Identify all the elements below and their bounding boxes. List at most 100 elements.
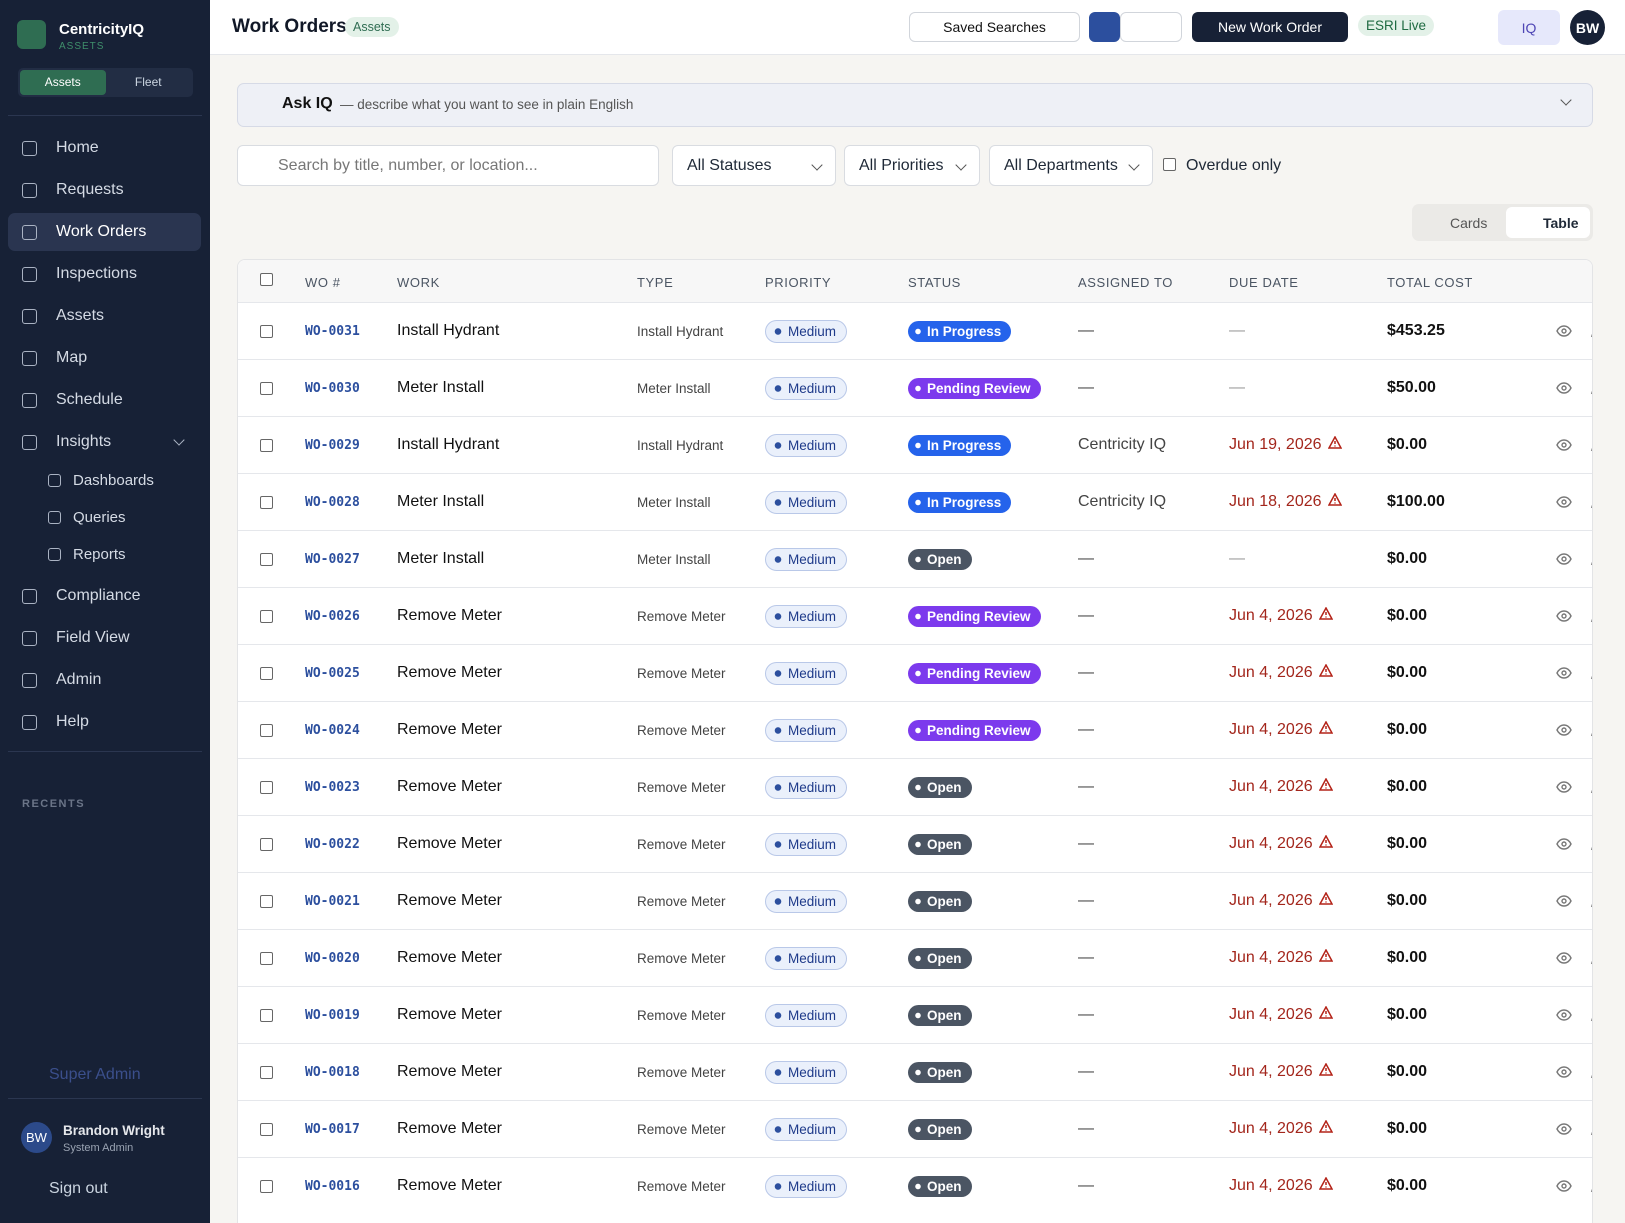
edit-button[interactable] — [1590, 1158, 1592, 1214]
edit-button[interactable] — [1590, 588, 1592, 644]
row-checkbox[interactable] — [260, 1008, 273, 1022]
edit-button[interactable] — [1590, 759, 1592, 815]
edit-button[interactable] — [1590, 1101, 1592, 1157]
wo-number[interactable]: WO-0026 — [305, 608, 360, 624]
nav-item[interactable]: Help — [8, 703, 201, 741]
search[interactable]: Search by title, number, or location... — [237, 145, 659, 186]
saved-searches[interactable]: Saved Searches — [909, 12, 1080, 42]
priority-filter[interactable]: All Priorities — [844, 145, 980, 186]
view-button[interactable] — [1556, 588, 1572, 644]
view-button[interactable] — [1556, 645, 1572, 701]
recents[interactable]: RECENTS — [22, 798, 86, 810]
new-work-order[interactable]: New Work Order — [1192, 12, 1348, 42]
edit-button[interactable] — [1590, 360, 1592, 416]
view-button[interactable] — [1556, 417, 1572, 473]
view-button[interactable] — [1556, 759, 1572, 815]
edit-button[interactable] — [1590, 645, 1592, 701]
wo-number[interactable]: WO-0017 — [305, 1121, 360, 1137]
nav-item[interactable]: Insights — [8, 423, 201, 461]
edit-button[interactable] — [1590, 702, 1592, 758]
nav-item[interactable]: Field View — [8, 619, 201, 657]
overdue-checkbox[interactable] — [1163, 158, 1176, 171]
mode[interactable]: Assets — [20, 70, 106, 95]
row-checkbox[interactable] — [260, 1122, 273, 1136]
nav-item[interactable]: Map — [8, 339, 201, 377]
view-button[interactable] — [1556, 303, 1572, 359]
nav-item[interactable]: Queries — [8, 500, 201, 534]
view-button[interactable] — [1556, 816, 1572, 872]
view-button[interactable] — [1556, 1044, 1572, 1100]
row-checkbox[interactable] — [260, 552, 273, 566]
nav-item[interactable]: Compliance — [8, 577, 201, 615]
mode[interactable]: Fleet — [134, 75, 162, 89]
edit-button[interactable] — [1590, 930, 1592, 986]
iq-button[interactable]: IQ — [1498, 10, 1560, 45]
super-admin[interactable]: Super Admin — [49, 1066, 141, 1083]
wo-number[interactable]: WO-0021 — [305, 893, 360, 909]
wo-number[interactable]: WO-0022 — [305, 836, 360, 852]
department-filter[interactable]: All Departments — [989, 145, 1153, 186]
nav-item[interactable]: Schedule — [8, 381, 201, 419]
view-button[interactable] — [1556, 987, 1572, 1043]
view-button[interactable] — [1556, 1158, 1572, 1214]
nav-item[interactable]: Reports — [8, 537, 201, 571]
ask-iq[interactable]: Ask IQ — describe what you want to see i… — [237, 83, 1593, 127]
sign-out[interactable]: Sign out — [49, 1180, 108, 1197]
row-checkbox[interactable] — [260, 438, 273, 452]
view-button[interactable] — [1556, 360, 1572, 416]
nav-item[interactable]: Requests — [8, 171, 201, 209]
row-checkbox[interactable] — [260, 1179, 273, 1193]
row-checkbox[interactable] — [260, 609, 273, 623]
row-checkbox[interactable] — [260, 324, 273, 338]
edit-button[interactable] — [1590, 417, 1592, 473]
nav-item[interactable]: Work Orders — [8, 213, 201, 251]
row-checkbox[interactable] — [260, 381, 273, 395]
cards[interactable]: Cards — [1450, 215, 1488, 231]
edit-button[interactable] — [1590, 531, 1592, 587]
edit-button[interactable] — [1590, 816, 1592, 872]
status-filter[interactable]: All Statuses — [672, 145, 836, 186]
edit-button[interactable] — [1590, 873, 1592, 929]
row-checkbox[interactable] — [260, 495, 273, 509]
nav-item[interactable]: Dashboards — [8, 463, 201, 497]
edit-button[interactable] — [1590, 303, 1592, 359]
view-split-map[interactable] — [1120, 12, 1182, 42]
row-checkbox[interactable] — [260, 1065, 273, 1079]
row-checkbox[interactable] — [260, 723, 273, 737]
view-list[interactable] — [1089, 12, 1120, 42]
assigned: — — [1078, 1063, 1094, 1080]
row-checkbox[interactable] — [260, 837, 273, 851]
wo-number[interactable]: WO-0024 — [305, 722, 360, 738]
wo-number[interactable]: WO-0019 — [305, 1007, 360, 1023]
wo-number[interactable]: WO-0031 — [305, 323, 360, 339]
wo-number[interactable]: WO-0027 — [305, 551, 360, 567]
row-checkbox[interactable] — [260, 951, 273, 965]
nav-item[interactable]: Home — [8, 129, 201, 167]
view-button[interactable] — [1556, 930, 1572, 986]
view-button[interactable] — [1556, 702, 1572, 758]
wo-number[interactable]: WO-0020 — [305, 950, 360, 966]
row-checkbox[interactable] — [260, 894, 273, 908]
nav-item[interactable]: Assets — [8, 297, 201, 335]
row-checkbox[interactable] — [260, 780, 273, 794]
view-button[interactable] — [1556, 531, 1572, 587]
edit-button[interactable] — [1590, 474, 1592, 530]
view-button[interactable] — [1556, 474, 1572, 530]
view-button[interactable] — [1556, 1101, 1572, 1157]
wo-number[interactable]: WO-0030 — [305, 380, 360, 396]
wo-number[interactable]: WO-0023 — [305, 779, 360, 795]
select-all[interactable] — [260, 273, 273, 286]
table[interactable]: Table — [1506, 207, 1590, 238]
edit-button[interactable] — [1590, 1044, 1592, 1100]
avatar[interactable]: BW — [1570, 10, 1605, 45]
nav-item[interactable]: Admin — [8, 661, 201, 699]
edit-button[interactable] — [1590, 987, 1592, 1043]
wo-number[interactable]: WO-0025 — [305, 665, 360, 681]
wo-number[interactable]: WO-0029 — [305, 437, 360, 453]
view-button[interactable] — [1556, 873, 1572, 929]
wo-number[interactable]: WO-0016 — [305, 1178, 360, 1194]
wo-number[interactable]: WO-0028 — [305, 494, 360, 510]
wo-number[interactable]: WO-0018 — [305, 1064, 360, 1080]
nav-item[interactable]: Inspections — [8, 255, 201, 293]
row-checkbox[interactable] — [260, 666, 273, 680]
